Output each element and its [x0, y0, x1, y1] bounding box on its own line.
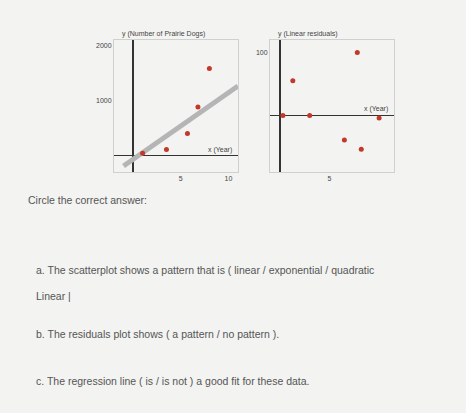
svg-text:5: 5 [179, 175, 183, 182]
html-text:c. The regression line ( is /: c. The regression line ( is / is not ) a… [36, 375, 310, 387]
html-text:b. The residuals plot shows (: b. The residuals plot shows ( a pattern … [36, 328, 280, 340]
svg-text:100: 100 [256, 49, 268, 56]
svg-text:1000: 1000 [96, 97, 112, 104]
svg-text:x (Year): x (Year) [208, 146, 232, 154]
html-text:a. The scatterplot shows a pat: a. The scatterplot shows a pattern that … [36, 264, 375, 276]
svg-text:y (Linear residuals): y (Linear residuals) [278, 30, 338, 38]
svg-text:x (Year): x (Year) [364, 105, 388, 113]
svg-text:10: 10 [225, 175, 233, 182]
html-text:Linear |: Linear | [36, 290, 71, 302]
svg-text:5: 5 [328, 175, 332, 182]
html-text:Circle the correct answer:: Circle the correct answer: [28, 194, 147, 206]
svg-text:2000: 2000 [96, 42, 112, 49]
svg-text:y (Number of Prairie Dogs): y (Number of Prairie Dogs) [122, 30, 205, 38]
